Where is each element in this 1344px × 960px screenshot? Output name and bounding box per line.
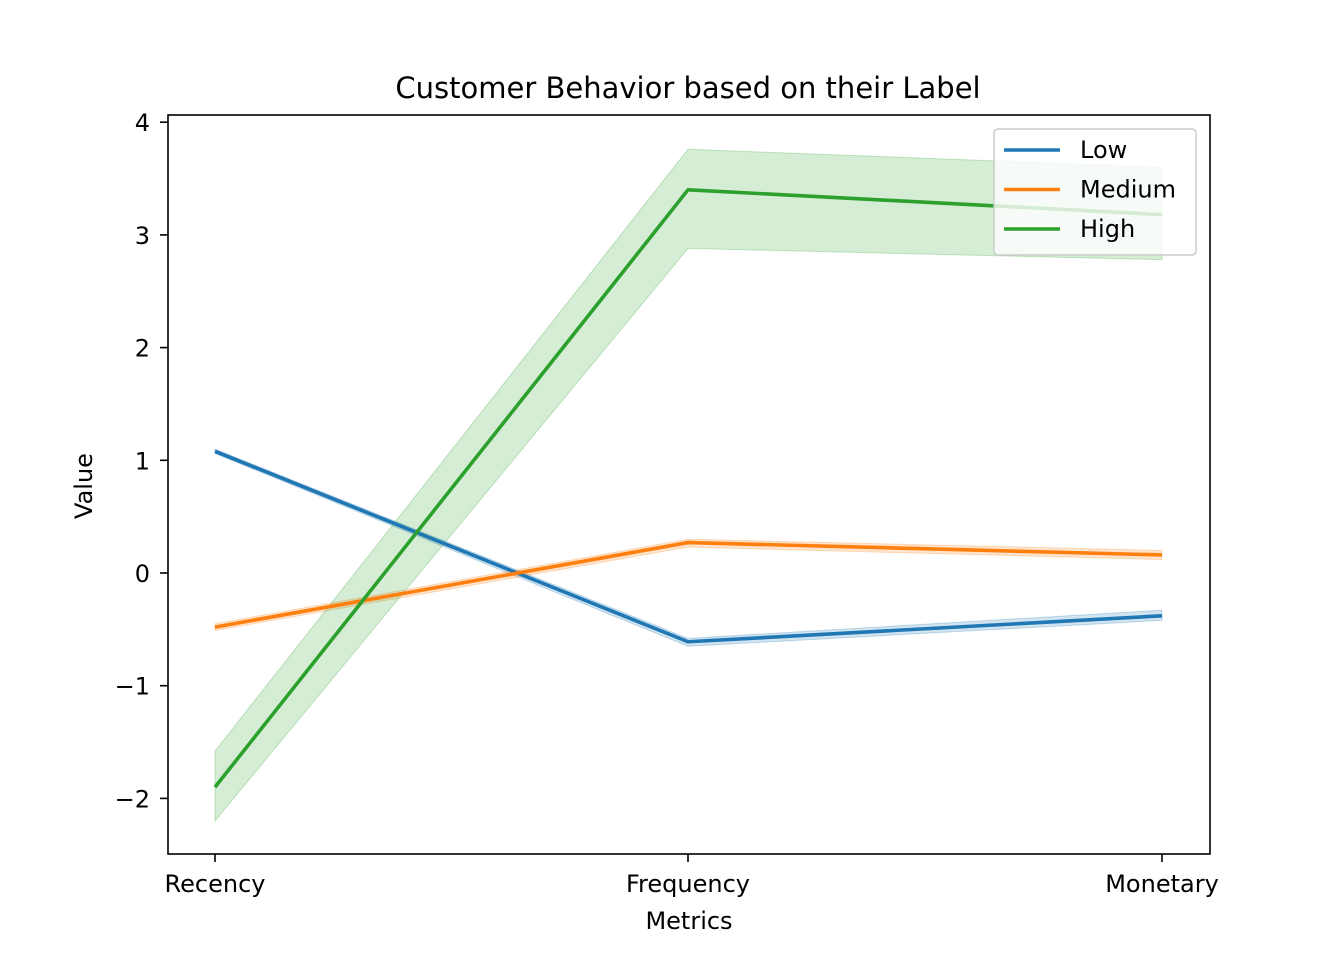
ci-band-medium bbox=[214, 538, 1163, 632]
x-axis: Recency Frequency Monetary bbox=[165, 854, 1219, 898]
legend: Low Medium High bbox=[993, 128, 1197, 256]
y-tick-label: 1 bbox=[135, 447, 150, 475]
series-line-low bbox=[214, 449, 1163, 644]
legend-label-high: High bbox=[1080, 215, 1135, 243]
x-tick-label: Monetary bbox=[1105, 870, 1219, 898]
y-axis-label: Value bbox=[70, 453, 98, 519]
chart-title: Customer Behavior based on their Label bbox=[395, 71, 980, 105]
x-axis-label: Metrics bbox=[645, 907, 732, 935]
y-tick-label: 2 bbox=[135, 335, 150, 363]
y-tick-label: −2 bbox=[115, 785, 150, 813]
legend-label-low: Low bbox=[1080, 136, 1127, 164]
y-tick-label: 4 bbox=[135, 109, 150, 137]
y-tick-label: −1 bbox=[115, 673, 150, 701]
ci-band-low bbox=[214, 448, 1163, 647]
x-tick-label: Recency bbox=[165, 870, 266, 898]
legend-label-medium: Medium bbox=[1080, 176, 1176, 204]
y-tick-label: 0 bbox=[135, 560, 150, 588]
y-axis: −2 −1 0 1 2 3 4 bbox=[115, 109, 168, 813]
x-tick-label: Frequency bbox=[626, 870, 750, 898]
y-tick-label: 3 bbox=[135, 222, 150, 250]
series-lines bbox=[213, 188, 1163, 789]
plot-frame bbox=[167, 114, 1211, 855]
series-line-medium bbox=[214, 540, 1163, 629]
series-line-high bbox=[213, 188, 1163, 789]
legend-box bbox=[993, 128, 1197, 256]
